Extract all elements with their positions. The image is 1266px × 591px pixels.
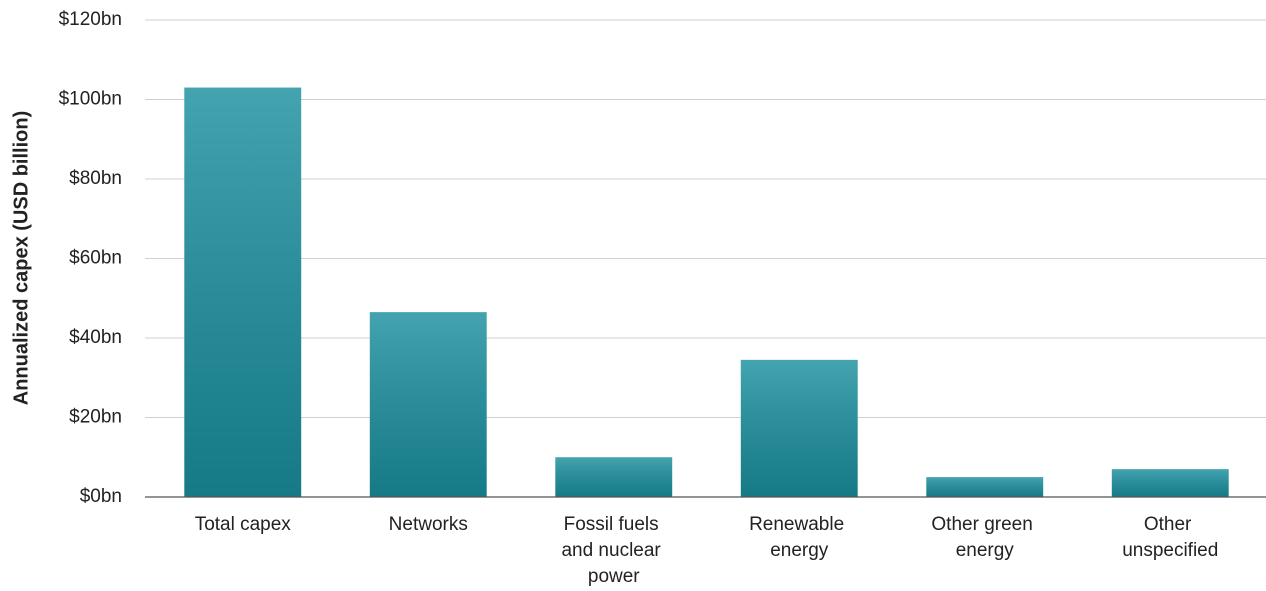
y-tick-label: $20bn <box>69 407 122 428</box>
y-tick-label: $60bn <box>69 248 122 269</box>
label-line: Other green <box>931 514 1038 535</box>
label-line: Other <box>1144 514 1197 535</box>
label-line: Total capex <box>195 514 292 535</box>
x-tick-label: Total capex <box>195 514 292 535</box>
bar-shade <box>740 359 858 497</box>
bar-shade <box>926 477 1044 497</box>
label-line: and nuclear <box>561 540 666 561</box>
label-line: Fossil fuels <box>564 514 664 535</box>
y-tick-label: $100bn <box>59 89 122 110</box>
label-line: unspecified <box>1122 540 1218 561</box>
label-line: Renewable <box>749 514 849 535</box>
label-line: power <box>588 566 640 587</box>
x-tick-label: Networks <box>389 514 468 535</box>
bar-shade <box>1111 469 1229 497</box>
x-tick-label: Other unspecified <box>1122 514 1218 561</box>
bar-shade <box>184 87 302 497</box>
y-tick-label: $120bn <box>59 9 122 30</box>
x-tick-label: Fossil fuels and nuclear power <box>561 514 666 587</box>
y-tick-label: $40bn <box>69 327 122 348</box>
label-line: energy <box>956 540 1015 561</box>
label-line: energy <box>770 540 829 561</box>
y-tick-label: $80bn <box>69 168 122 189</box>
bar-shade <box>369 312 487 497</box>
x-tick-label: Other green energy <box>931 514 1038 561</box>
label-line: Networks <box>389 514 468 535</box>
x-tick-label: Renewable energy <box>749 514 849 561</box>
bar-shade <box>555 457 673 497</box>
y-axis-title: Annualized capex (USD billion) <box>10 111 32 405</box>
y-tick-label: $0bn <box>80 486 122 507</box>
